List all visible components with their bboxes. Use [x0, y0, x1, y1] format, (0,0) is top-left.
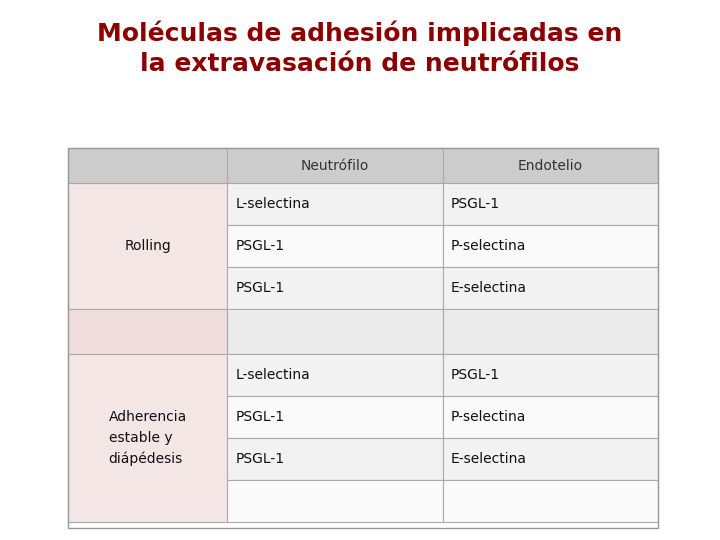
Bar — [68, 148, 228, 183]
Text: Neutrófilo: Neutrófilo — [301, 159, 369, 172]
Text: PSGL-1: PSGL-1 — [235, 239, 284, 253]
Bar — [68, 183, 228, 309]
Bar — [228, 183, 443, 225]
Text: E-selectina: E-selectina — [451, 452, 526, 466]
Bar — [228, 225, 443, 267]
Bar — [443, 225, 658, 267]
Text: L-selectina: L-selectina — [235, 197, 310, 211]
Text: Endotelio: Endotelio — [518, 159, 583, 172]
Bar — [443, 354, 658, 396]
Bar — [228, 438, 443, 480]
Text: PSGL-1: PSGL-1 — [235, 281, 284, 295]
Text: PSGL-1: PSGL-1 — [451, 368, 500, 382]
Bar — [443, 309, 658, 354]
Text: E-selectina: E-selectina — [451, 281, 526, 295]
Bar — [228, 309, 443, 354]
Bar — [443, 396, 658, 438]
Bar — [443, 148, 658, 183]
Text: L-selectina: L-selectina — [235, 368, 310, 382]
Bar — [68, 309, 228, 354]
Text: Rolling: Rolling — [125, 239, 171, 253]
Bar — [228, 267, 443, 309]
Text: Adherencia
estable y
diápédesis: Adherencia estable y diápédesis — [109, 410, 186, 466]
Text: PSGL-1: PSGL-1 — [451, 197, 500, 211]
Bar — [228, 354, 443, 396]
Bar — [68, 354, 228, 522]
Bar — [228, 148, 443, 183]
Text: P-selectina: P-selectina — [451, 410, 526, 424]
Text: P-selectina: P-selectina — [451, 239, 526, 253]
Bar — [228, 480, 443, 522]
Bar — [443, 267, 658, 309]
Bar — [443, 480, 658, 522]
Text: PSGL-1: PSGL-1 — [235, 410, 284, 424]
Bar — [443, 438, 658, 480]
Text: Moléculas de adhesión implicadas en
la extravasación de neutrófilos: Moléculas de adhesión implicadas en la e… — [97, 20, 623, 76]
Bar — [68, 148, 658, 528]
Bar — [443, 183, 658, 225]
Text: PSGL-1: PSGL-1 — [235, 452, 284, 466]
Bar — [228, 396, 443, 438]
